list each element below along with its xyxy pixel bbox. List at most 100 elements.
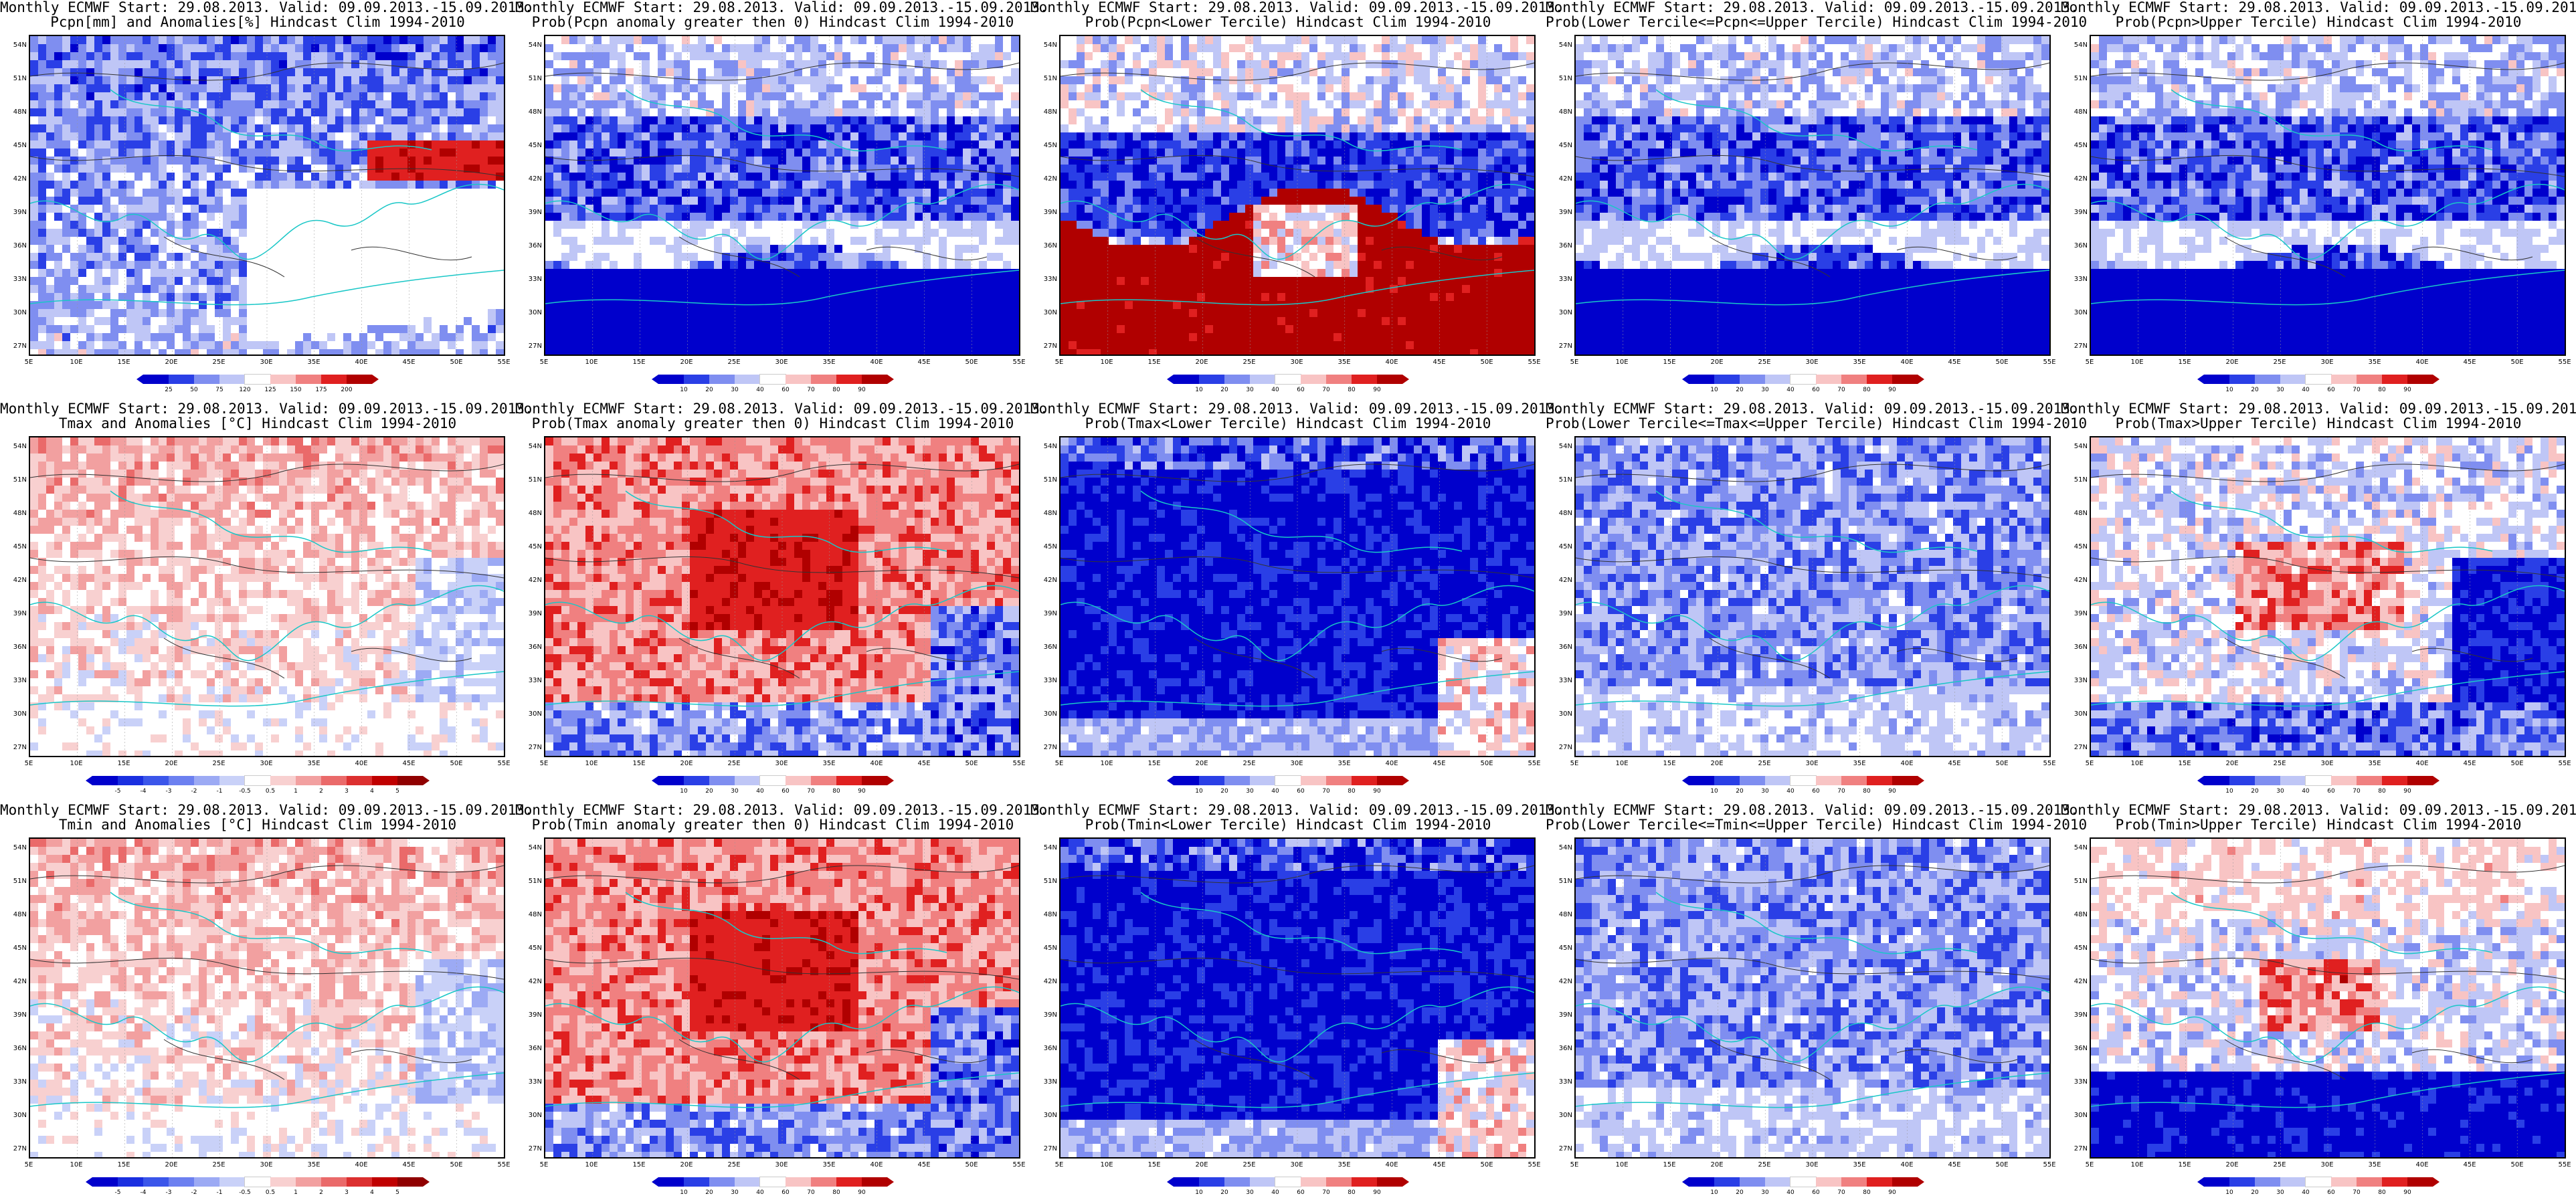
contour-lines bbox=[2091, 865, 2565, 1080]
colorbar-tick-label: 2 bbox=[308, 1189, 335, 1196]
lon-tick-label: 10E bbox=[578, 1161, 605, 1169]
lon-tick-label: 10E bbox=[1608, 359, 1635, 366]
colorbar bbox=[136, 374, 379, 385]
colorbar-right-arrow bbox=[1402, 776, 1409, 785]
colorbar-cell bbox=[1224, 776, 1250, 785]
lat-tick-label: 33N bbox=[3, 276, 27, 283]
colorbar-right-arrow bbox=[887, 776, 894, 785]
lat-tick-label: 48N bbox=[2063, 108, 2088, 116]
lat-tick-label: 45N bbox=[518, 543, 542, 550]
colorbar-tick-label: 30 bbox=[721, 1189, 748, 1196]
coastline bbox=[2091, 892, 2565, 1108]
lon-tick-label: 55E bbox=[2551, 760, 2576, 767]
map-panel: Monthly ECMWF Start: 29.08.2013. Valid: … bbox=[0, 0, 533, 401]
colorbar-cell bbox=[2229, 375, 2255, 384]
colorbar-tick-label: 30 bbox=[1236, 387, 1263, 393]
colorbar bbox=[652, 775, 894, 786]
lon-tick-label: 15E bbox=[2171, 359, 2198, 366]
map-plot-area bbox=[1574, 837, 2051, 1159]
colorbar-tick-label: 20 bbox=[696, 387, 723, 393]
lat-tick-label: 27N bbox=[3, 342, 27, 350]
colorbar-cell bbox=[2357, 1177, 2382, 1187]
colorbar bbox=[86, 1177, 430, 1187]
colorbar-labels: 10 20 30 40 60 70 80 90 bbox=[658, 788, 887, 796]
lon-tick-label: 20E bbox=[158, 1161, 185, 1169]
lat-tick-label: 42N bbox=[1033, 978, 1057, 985]
lat-tick-label: 33N bbox=[518, 1078, 542, 1086]
panel-title-line1: Monthly ECMWF Start: 29.08.2013. Valid: … bbox=[515, 0, 1048, 15]
colorbar-tick-label: 60 bbox=[2318, 788, 2344, 795]
field-map bbox=[545, 36, 1019, 355]
lon-tick-label: 50E bbox=[1473, 359, 1500, 366]
lat-tick-label: 48N bbox=[518, 108, 542, 116]
colorbar-cell bbox=[1867, 375, 1892, 384]
lon-tick-label: 20E bbox=[2219, 760, 2245, 767]
colorbar-left-arrow bbox=[2197, 375, 2204, 384]
lat-tick-label: 51N bbox=[1033, 878, 1057, 885]
lon-tick-label: 30E bbox=[1799, 359, 1825, 366]
colorbar-cell bbox=[811, 776, 836, 785]
lon-tick-label: 30E bbox=[253, 359, 280, 366]
lon-tick-label: 55E bbox=[1521, 359, 1548, 366]
coastline bbox=[1576, 892, 2049, 1108]
colorbar-tick-label: 70 bbox=[1828, 1189, 1855, 1196]
colorbar-cell bbox=[347, 776, 372, 785]
lon-tick-label: 45E bbox=[1941, 1161, 1968, 1169]
colorbar-cell bbox=[1275, 1177, 1301, 1187]
contour-lines bbox=[1061, 865, 1534, 1080]
lat-tick-label: 45N bbox=[1033, 142, 1057, 149]
lon-tick-label: 10E bbox=[1093, 359, 1120, 366]
colorbar-cell bbox=[2280, 375, 2306, 384]
lat-tick-label: 48N bbox=[518, 510, 542, 517]
colorbar-cell bbox=[1790, 775, 1817, 786]
colorbar-tick-label: 80 bbox=[823, 1189, 850, 1196]
panel-title: Monthly ECMWF Start: 29.08.2013. Valid: … bbox=[1030, 401, 1564, 431]
map-plot-area bbox=[29, 837, 505, 1159]
lon-tick-label: 5E bbox=[1561, 1161, 1588, 1169]
colorbar-tick-label: 150 bbox=[282, 387, 309, 393]
lat-tick-label: 51N bbox=[3, 878, 27, 885]
colorbar-cell bbox=[118, 1177, 143, 1187]
colorbar-tick-label: 90 bbox=[848, 1189, 875, 1196]
colorbar-tick-label: 200 bbox=[333, 387, 360, 393]
lat-tick-label: 42N bbox=[3, 978, 27, 985]
colorbar bbox=[1682, 1177, 1924, 1187]
panel-title: Monthly ECMWF Start: 29.08.2013. Valid: … bbox=[515, 0, 1048, 29]
colorbar-tick-label: 3 bbox=[333, 788, 360, 795]
contour-lines bbox=[30, 865, 504, 1080]
contour-lines bbox=[1576, 62, 2049, 278]
lon-tick-label: 45E bbox=[395, 1161, 422, 1169]
coastline bbox=[545, 89, 1019, 306]
panel-title: Monthly ECMWF Start: 29.08.2013. Valid: … bbox=[2061, 401, 2576, 431]
lat-tick-label: 42N bbox=[518, 175, 542, 183]
lat-tick-label: 42N bbox=[1548, 978, 1572, 985]
panel-title-line1: Monthly ECMWF Start: 29.08.2013. Valid: … bbox=[1546, 803, 2079, 817]
colorbar-tick-label: -3 bbox=[155, 788, 182, 795]
lon-tick-label: 5E bbox=[15, 1161, 42, 1169]
lat-tick-label: 30N bbox=[2063, 1112, 2088, 1119]
colorbar-labels: 10 20 30 40 60 70 80 90 bbox=[1689, 788, 1918, 796]
lat-tick-label: 33N bbox=[2063, 276, 2088, 283]
lat-tick-label: 30N bbox=[2063, 309, 2088, 316]
lat-tick-label: 39N bbox=[2063, 1011, 2088, 1019]
colorbar-tick-label: 30 bbox=[2267, 387, 2294, 393]
lat-tick-label: 54N bbox=[518, 41, 542, 49]
colorbar-labels: 10 20 30 40 60 70 80 90 bbox=[2204, 387, 2433, 395]
lat-tick-label: 51N bbox=[1548, 476, 1572, 484]
colorbar-cell bbox=[735, 1177, 760, 1187]
lon-tick-label: 15E bbox=[626, 760, 652, 767]
lon-tick-label: 35E bbox=[300, 359, 327, 366]
colorbar-tick-label: 80 bbox=[1853, 1189, 1880, 1196]
colorbar-cell bbox=[1740, 1177, 1765, 1187]
coastline bbox=[30, 490, 504, 707]
panel-title-line1: Monthly ECMWF Start: 29.08.2013. Valid: … bbox=[2061, 0, 2576, 15]
lat-tick-label: 54N bbox=[518, 844, 542, 851]
colorbar-left-arrow bbox=[1682, 1177, 1689, 1187]
colorbar-tick-label: 80 bbox=[1338, 788, 1365, 795]
lat-tick-label: 36N bbox=[3, 242, 27, 249]
coastline bbox=[1576, 490, 2049, 707]
map-panel: Monthly ECMWF Start: 29.08.2013. Valid: … bbox=[1030, 0, 1564, 401]
lat-tick-label: 42N bbox=[2063, 978, 2088, 985]
colorbar-cell bbox=[1377, 776, 1402, 785]
lon-tick-label: 50E bbox=[958, 359, 985, 366]
